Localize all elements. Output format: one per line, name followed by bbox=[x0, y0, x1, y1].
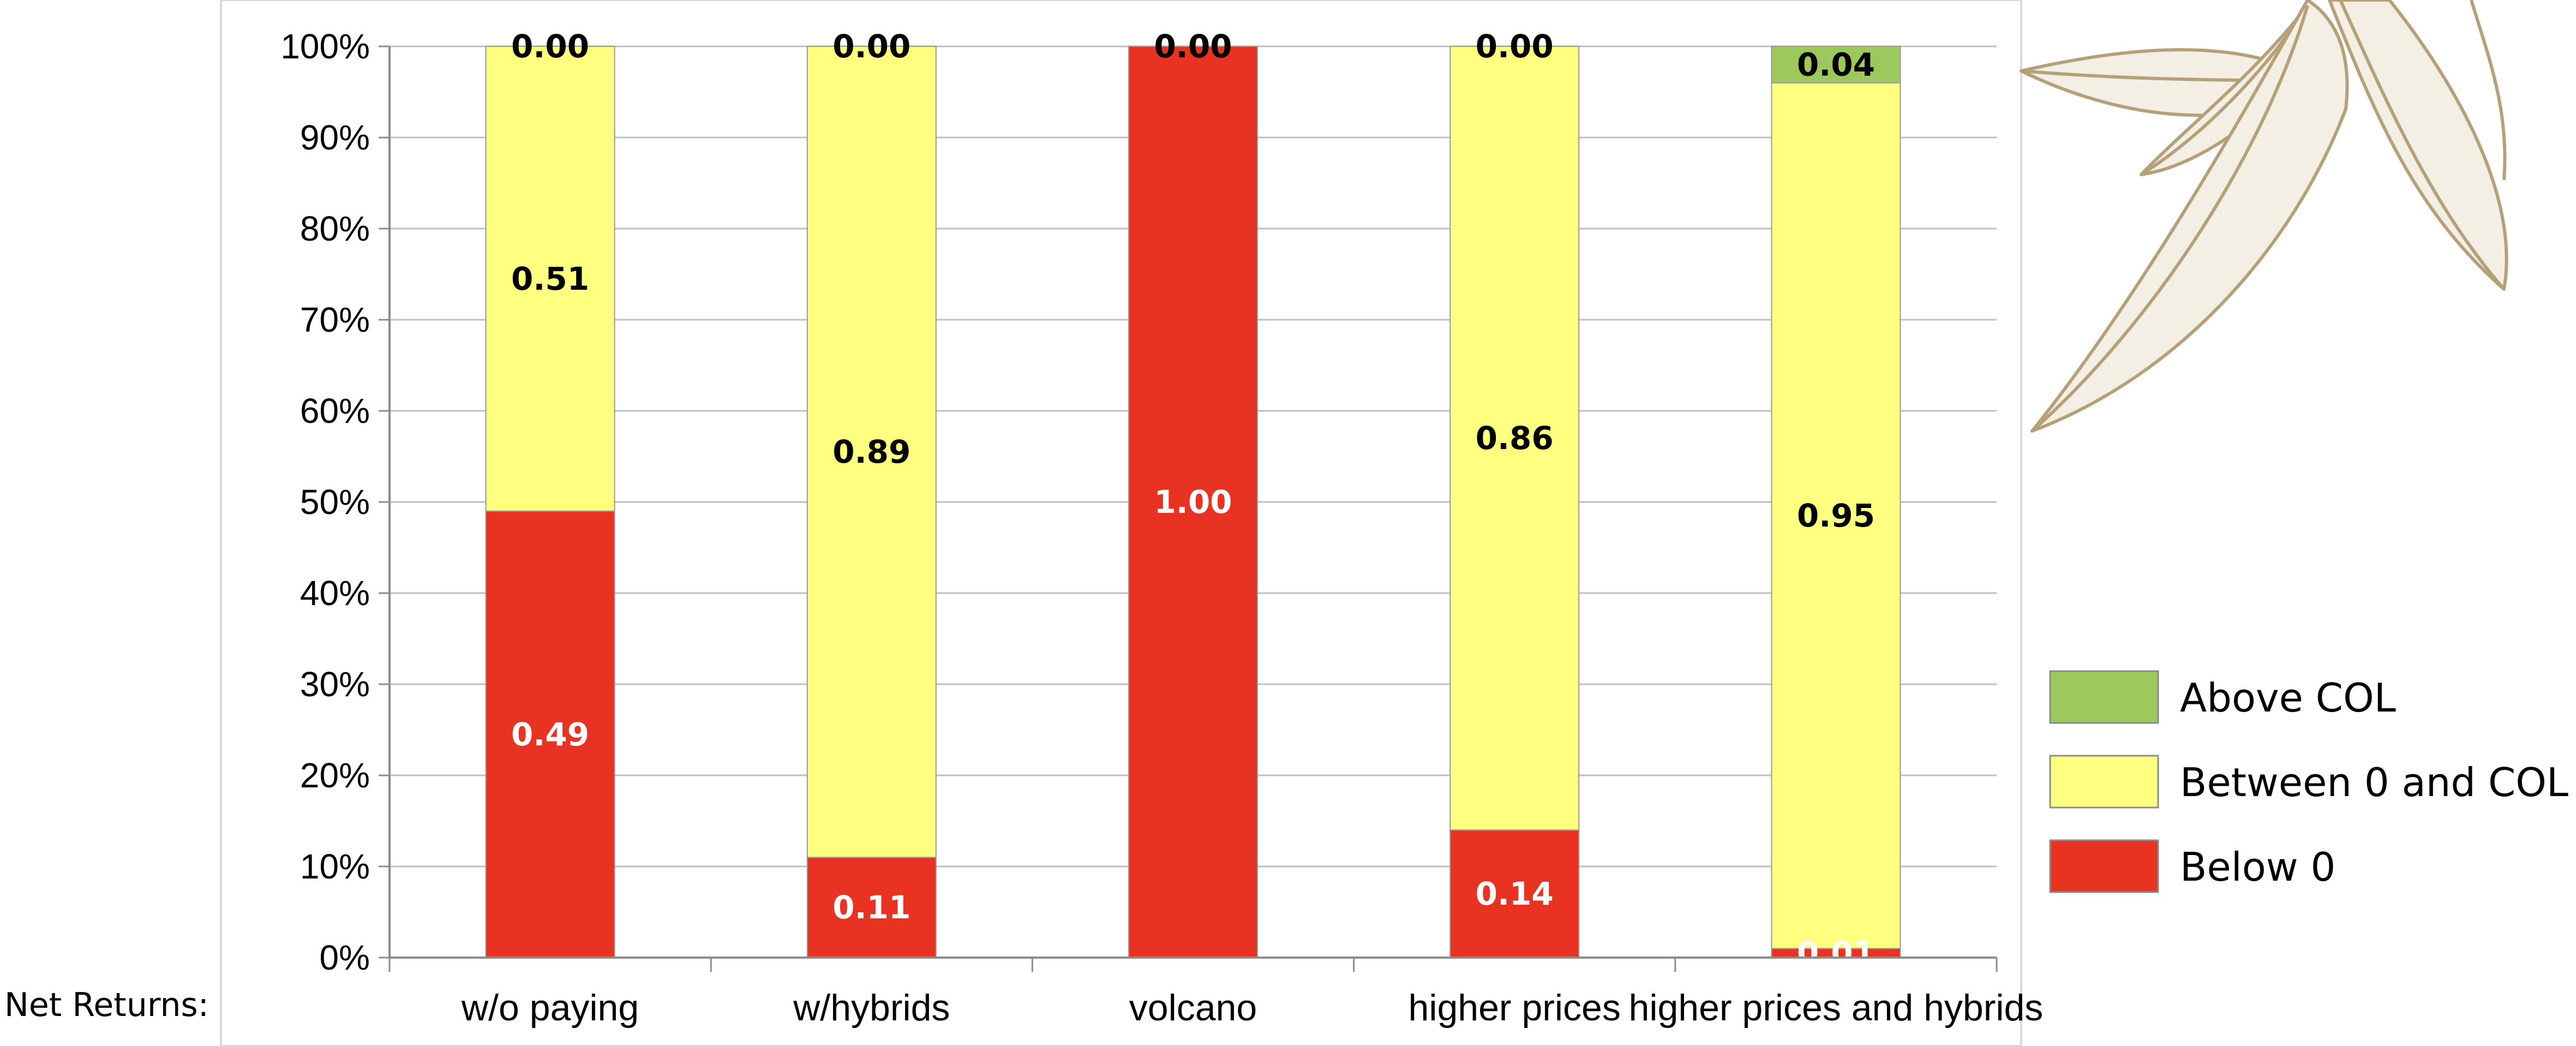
bars bbox=[485, 46, 1901, 959]
bar-segment bbox=[1128, 46, 1258, 958]
data-label: 0.11 bbox=[832, 889, 910, 926]
y-tick-label: 10% bbox=[300, 847, 370, 886]
legend-label: Above COL bbox=[2180, 675, 2396, 721]
legend-swatch bbox=[2049, 839, 2159, 893]
data-label: 0.00 bbox=[1476, 28, 1554, 65]
data-label: 0.04 bbox=[1797, 46, 1875, 83]
x-category-label: w/hybrids bbox=[793, 987, 950, 1029]
data-label: 0.14 bbox=[1476, 875, 1554, 912]
y-tick-label: 20% bbox=[300, 756, 370, 795]
x-category-label: volcano bbox=[1129, 987, 1257, 1029]
leaf-illustration bbox=[2020, 0, 2508, 433]
y-axis: 0% 10% 20% 30% 40% 50% 60% 70% 80% 90% 100% bbox=[280, 27, 391, 977]
bar-segment bbox=[485, 510, 615, 958]
bar-segment bbox=[1449, 46, 1580, 831]
y-tick-label: 70% bbox=[300, 300, 370, 339]
y-tick-label: 60% bbox=[300, 391, 370, 431]
data-labels: 0.49 0.51 0.00 0.11 0.89 0.00 1.00 0.00 0.00 0.14… bbox=[511, 28, 1875, 972]
data-label: 0.89 bbox=[832, 433, 910, 470]
data-label: 0.00 bbox=[511, 28, 589, 65]
x-category-label: w/o paying bbox=[461, 987, 639, 1029]
y-tick-label: 30% bbox=[300, 665, 370, 704]
y-tick-label: 80% bbox=[300, 209, 370, 248]
data-label: 1.00 bbox=[1154, 483, 1232, 521]
bar-segment bbox=[1771, 82, 1901, 949]
bar-segment bbox=[1771, 46, 1901, 83]
bar-segment bbox=[1449, 829, 1580, 958]
y-tick-label: 50% bbox=[300, 482, 370, 522]
data-label: 0.00 bbox=[1154, 28, 1232, 65]
data-label: 0.95 bbox=[1797, 497, 1875, 534]
data-label: 0.01 bbox=[1797, 935, 1875, 972]
bar-segment bbox=[806, 857, 937, 959]
legend-swatch bbox=[2049, 670, 2159, 724]
net-returns-label: Net Returns: bbox=[4, 986, 209, 1024]
bar-segment bbox=[485, 46, 615, 512]
data-label: 0.00 bbox=[1154, 28, 1232, 65]
chart-frame bbox=[220, 0, 2022, 1046]
data-label: 0.49 bbox=[511, 716, 589, 753]
legend-label: Between 0 and COL bbox=[2180, 760, 2568, 805]
x-category-label: higher prices bbox=[1409, 987, 1621, 1029]
legend-label: Below 0 bbox=[2180, 844, 2335, 890]
y-tick-label: 90% bbox=[300, 118, 370, 157]
data-label: 0.51 bbox=[511, 260, 589, 297]
data-label: 0.00 bbox=[832, 28, 910, 65]
y-tick-label: 100% bbox=[280, 27, 370, 66]
bar-segment bbox=[806, 46, 937, 858]
legend-swatch bbox=[2049, 755, 2159, 809]
y-tick-label: 0% bbox=[320, 938, 370, 977]
x-axis: w/o paying w/hybrids volcano higher prices h… bbox=[388, 957, 2044, 1029]
x-category-label: higher prices and hybrids bbox=[1629, 987, 2044, 1029]
legend: Above COL Between 0 and COL Below 0 bbox=[2049, 670, 2568, 893]
y-tick-label: 40% bbox=[300, 573, 370, 613]
data-label: 0.86 bbox=[1476, 420, 1554, 457]
